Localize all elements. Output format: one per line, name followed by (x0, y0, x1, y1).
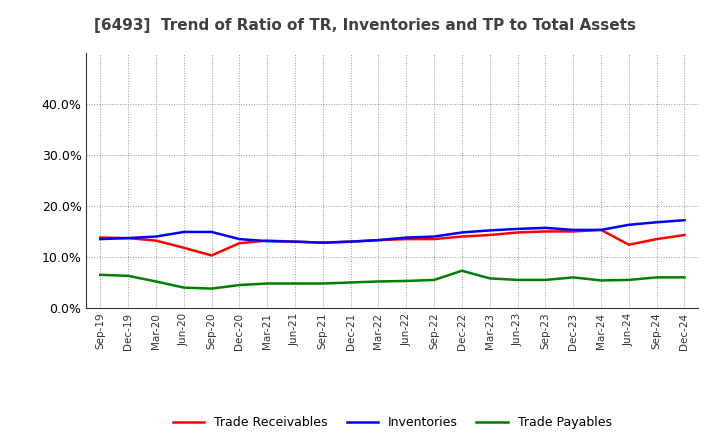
Inventories (597, 227, 606, 233)
Trade Payables (597, 278, 606, 283)
Trade Receivables (207, 253, 216, 258)
Inventories (458, 230, 467, 235)
Trade Payables (513, 277, 522, 282)
Trade Payables (485, 276, 494, 281)
Inventories (569, 227, 577, 233)
Trade Payables (374, 279, 383, 284)
Trade Payables (680, 275, 689, 280)
Trade Receivables (374, 238, 383, 243)
Trade Receivables (513, 230, 522, 235)
Trade Receivables (485, 232, 494, 238)
Trade Payables (541, 277, 550, 282)
Inventories (291, 239, 300, 244)
Trade Payables (569, 275, 577, 280)
Line: Trade Receivables: Trade Receivables (100, 230, 685, 256)
Trade Receivables (96, 235, 104, 240)
Text: [6493]  Trend of Ratio of TR, Inventories and TP to Total Assets: [6493] Trend of Ratio of TR, Inventories… (94, 18, 636, 33)
Trade Receivables (569, 229, 577, 234)
Inventories (179, 229, 188, 235)
Inventories (402, 235, 410, 240)
Trade Payables (179, 285, 188, 290)
Trade Receivables (152, 238, 161, 243)
Trade Receivables (179, 245, 188, 250)
Trade Receivables (402, 236, 410, 242)
Trade Payables (430, 277, 438, 282)
Trade Payables (318, 281, 327, 286)
Trade Payables (207, 286, 216, 291)
Trade Payables (291, 281, 300, 286)
Inventories (624, 222, 633, 227)
Trade Receivables (124, 235, 132, 241)
Inventories (374, 238, 383, 243)
Trade Payables (96, 272, 104, 278)
Inventories (541, 225, 550, 231)
Trade Receivables (680, 232, 689, 238)
Trade Receivables (263, 238, 271, 243)
Trade Payables (458, 268, 467, 273)
Inventories (485, 228, 494, 233)
Inventories (652, 220, 661, 225)
Line: Trade Payables: Trade Payables (100, 271, 685, 289)
Trade Receivables (430, 236, 438, 242)
Trade Receivables (652, 236, 661, 242)
Trade Payables (652, 275, 661, 280)
Trade Receivables (597, 227, 606, 233)
Trade Payables (235, 282, 243, 288)
Trade Payables (263, 281, 271, 286)
Trade Receivables (624, 242, 633, 247)
Inventories (152, 234, 161, 239)
Inventories (513, 226, 522, 231)
Legend: Trade Receivables, Inventories, Trade Payables: Trade Receivables, Inventories, Trade Pa… (168, 411, 617, 434)
Line: Inventories: Inventories (100, 220, 685, 243)
Trade Payables (152, 279, 161, 284)
Inventories (207, 229, 216, 235)
Trade Receivables (346, 239, 355, 244)
Trade Receivables (235, 241, 243, 246)
Trade Payables (402, 279, 410, 284)
Trade Payables (346, 280, 355, 285)
Trade Receivables (541, 229, 550, 234)
Inventories (318, 240, 327, 246)
Trade Receivables (458, 234, 467, 239)
Inventories (680, 217, 689, 223)
Inventories (263, 238, 271, 244)
Inventories (124, 235, 132, 241)
Inventories (430, 234, 438, 239)
Inventories (235, 236, 243, 242)
Trade Payables (624, 277, 633, 282)
Trade Payables (124, 273, 132, 279)
Trade Receivables (291, 239, 300, 244)
Inventories (96, 236, 104, 242)
Inventories (346, 239, 355, 244)
Trade Receivables (318, 240, 327, 246)
